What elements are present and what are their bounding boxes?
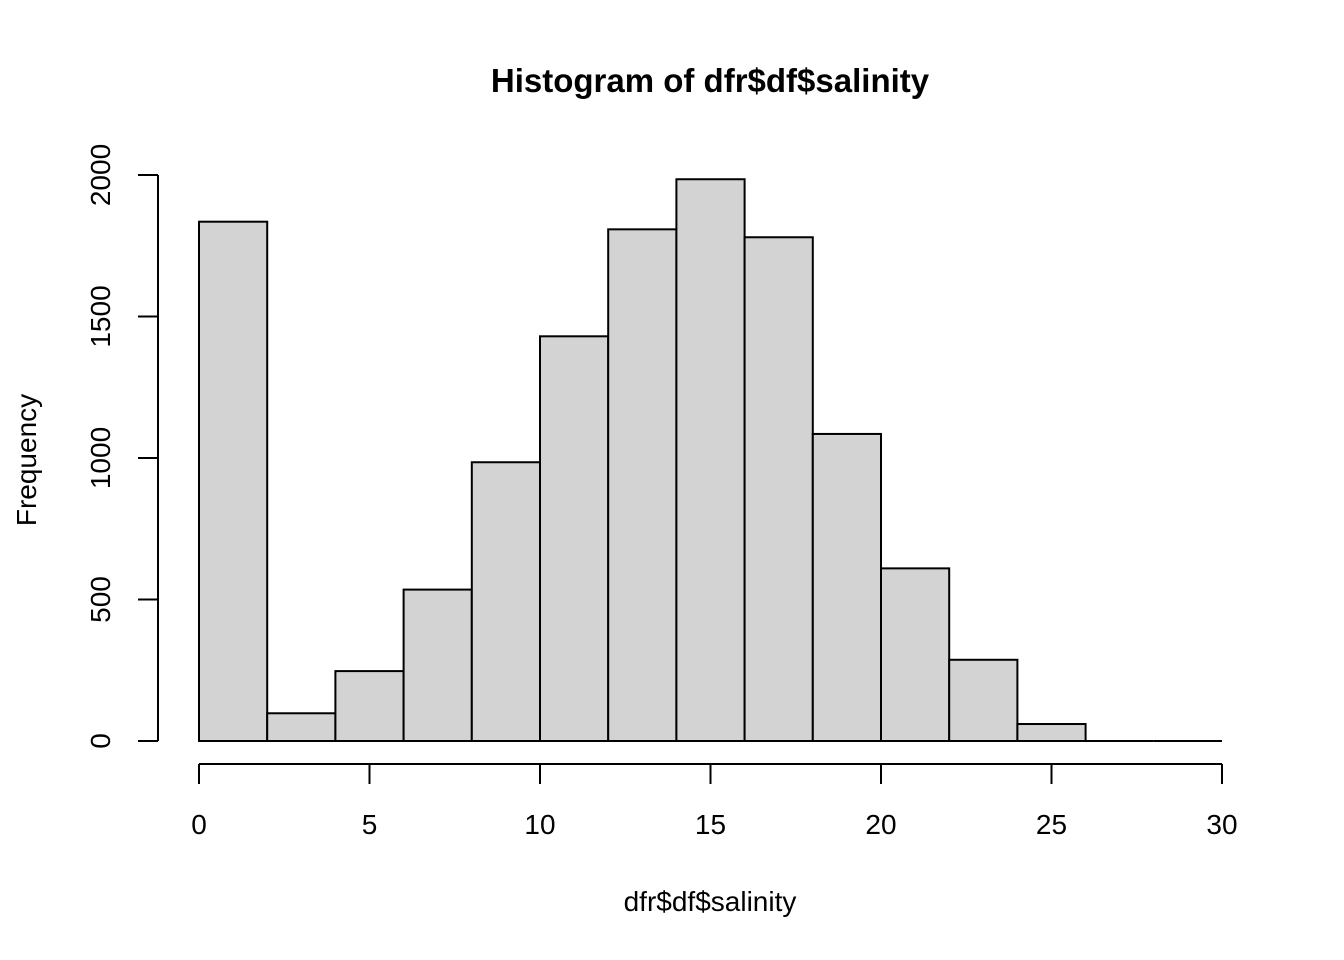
y-tick-label-0: 0 (85, 733, 116, 749)
bars-group (198, 178, 1222, 743)
histogram-bar-1 (266, 712, 337, 742)
histogram-bar-0 (198, 220, 269, 742)
x-tick-label-6: 30 (1206, 809, 1237, 840)
x-tick-label-2: 10 (524, 809, 555, 840)
y-tick-label-3: 1500 (85, 285, 116, 347)
histogram-bar-12 (1016, 723, 1087, 743)
histogram-bar-7 (675, 178, 746, 742)
histogram-bar-8 (743, 236, 814, 742)
x-tick-label-4: 20 (865, 809, 896, 840)
x-tick-label-3: 15 (695, 809, 726, 840)
histogram-bar-3 (402, 588, 473, 742)
x-tick-label-5: 25 (1036, 809, 1067, 840)
y-axis-label: Frequency (11, 394, 42, 526)
x-axis: 0 5 10 15 20 25 30 (191, 763, 1238, 840)
y-tick-label-4: 2000 (85, 144, 116, 206)
histogram-bar-10 (880, 567, 951, 742)
histogram-bar-6 (607, 228, 678, 742)
y-axis: 0 500 1000 1500 2000 (85, 144, 159, 749)
histogram-bar-2 (334, 670, 405, 742)
x-tick-label-1: 5 (362, 809, 378, 840)
chart-title: Histogram of dfr$df$salinity (491, 62, 930, 99)
histogram-bar-9 (811, 432, 882, 742)
y-tick-label-1: 500 (85, 576, 116, 623)
histogram-bar-11 (948, 658, 1019, 742)
histogram-bar-5 (539, 335, 610, 742)
y-tick-label-2: 1000 (85, 427, 116, 489)
x-axis-label: dfr$df$salinity (624, 886, 797, 917)
histogram-bar-4 (470, 461, 541, 742)
x-tick-label-0: 0 (191, 809, 207, 840)
